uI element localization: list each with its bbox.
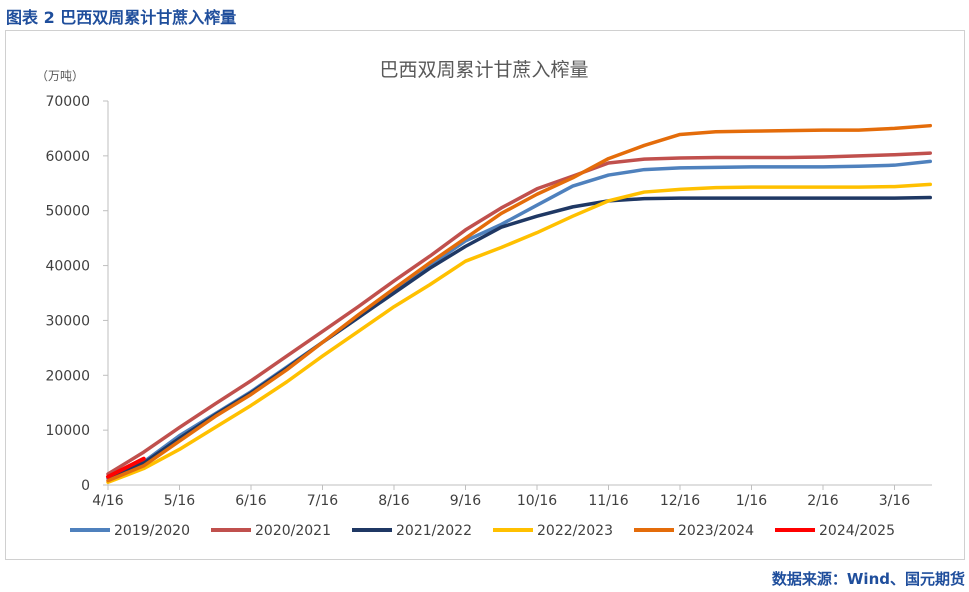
x-tick-label: 5/16 [164, 493, 196, 509]
x-tick-label: 9/16 [450, 493, 482, 509]
y-tick-label: 30000 [45, 313, 90, 329]
series-line-2023-2024 [106, 123, 932, 483]
legend-label: 2021/2022 [396, 523, 472, 539]
x-tick-label: 3/16 [879, 493, 911, 509]
legend-label: 2020/2021 [255, 523, 331, 539]
x-tick-label: 1/16 [736, 493, 768, 509]
series-line-2022-2023 [106, 182, 932, 485]
y-tick-label: 70000 [45, 94, 90, 110]
y-tick-label: 50000 [45, 204, 90, 220]
series-line-2020-2021 [106, 151, 932, 476]
legend-label: 2023/2024 [678, 523, 754, 539]
chart-frame [5, 30, 965, 560]
x-tick-label: 2/16 [807, 493, 839, 509]
figure-title: 图表 2 巴西双周累计甘蔗入榨量 [6, 8, 237, 27]
x-tick-label: 10/16 [517, 493, 557, 509]
x-tick-label: 8/16 [378, 493, 410, 509]
y-tick-label: 20000 [45, 368, 90, 384]
x-tick-label: 7/16 [307, 493, 339, 509]
legend-label: 2024/2025 [819, 523, 895, 539]
x-tick-label: 6/16 [235, 493, 267, 509]
x-tick-label: 4/16 [92, 493, 124, 509]
x-tick-label: 11/16 [588, 493, 628, 509]
source-note: 数据来源：Wind、国元期货 [771, 570, 965, 588]
x-tick-label: 12/16 [660, 493, 700, 509]
y-tick-label: 0 [81, 478, 90, 494]
legend-label: 2022/2023 [537, 523, 613, 539]
series-line-2019-2020 [106, 159, 932, 481]
y-axis-unit: （万吨） [36, 69, 84, 83]
chart-title: 巴西双周累计甘蔗入榨量 [379, 59, 588, 81]
series-line-2024-2025 [106, 456, 146, 479]
legend-label: 2019/2020 [114, 523, 190, 539]
y-tick-label: 60000 [45, 149, 90, 165]
y-tick-label: 10000 [45, 423, 90, 439]
y-tick-label: 40000 [45, 259, 90, 275]
